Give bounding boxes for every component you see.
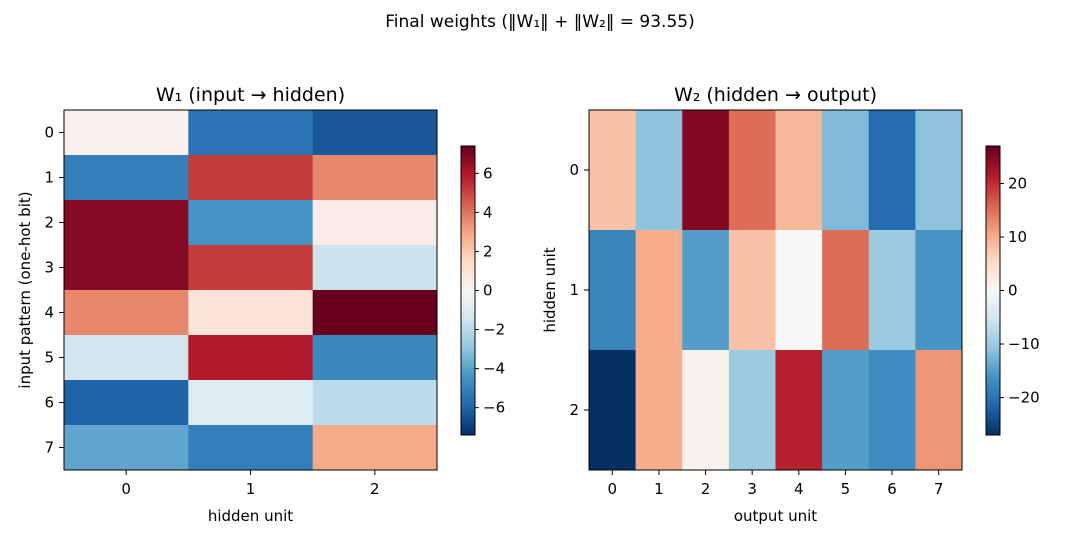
heatmap-cell-r2-c4 bbox=[775, 350, 823, 471]
colorbar-tick-label: 0 bbox=[483, 282, 493, 300]
heatmap-cell-r4-c1 bbox=[188, 290, 314, 336]
heatmap-cell-r1-c0 bbox=[589, 230, 637, 351]
heatmap-cell-r5-c2 bbox=[312, 335, 438, 381]
x-tick-label: 3 bbox=[747, 480, 757, 498]
w2-heatmap-panel: 0 1 2 3 4 5 6 7 0 1 2 W₂ (hidden → output) output un… bbox=[541, 84, 1040, 525]
heatmap-cell-r2-c6 bbox=[868, 350, 916, 471]
y-tick-label: 0 bbox=[44, 124, 54, 142]
x-axis-label: hidden unit bbox=[208, 507, 293, 525]
heatmap-cell-r0-c2 bbox=[312, 110, 438, 156]
heatmap-cell-r3-c0 bbox=[64, 245, 189, 291]
y-tick-label: 1 bbox=[44, 169, 54, 187]
x-tick-label: 2 bbox=[370, 480, 380, 498]
x-tick-label: 1 bbox=[654, 480, 664, 498]
heatmap-cell-r1-c2 bbox=[682, 230, 730, 351]
heatmap-cell-r1-c7 bbox=[915, 230, 963, 351]
heatmap-cell-r0-c0 bbox=[589, 110, 637, 231]
heatmap-cell-r2-c1 bbox=[635, 350, 683, 471]
heatmap-cell-r4-c2 bbox=[312, 290, 438, 336]
colorbar-tick-label: 4 bbox=[483, 203, 493, 221]
colorbar-tick-label: 20 bbox=[1008, 174, 1027, 192]
heatmap-cell-r2-c3 bbox=[728, 350, 776, 471]
heatmap-cell-r7-c1 bbox=[188, 425, 314, 471]
heatmap-cell-r0-c0 bbox=[64, 110, 189, 156]
y-tick-label: 0 bbox=[569, 161, 579, 179]
colorbar-tick-label: −2 bbox=[483, 321, 505, 339]
heatmap-cell-r6-c0 bbox=[64, 380, 189, 426]
x-tick-label: 0 bbox=[121, 480, 131, 498]
heatmap-cell-r2-c2 bbox=[312, 200, 438, 246]
heatmap-cell-r2-c2 bbox=[682, 350, 730, 471]
y-tick-label: 1 bbox=[569, 281, 579, 299]
y-tick-label: 5 bbox=[44, 349, 54, 367]
y-tick-label: 2 bbox=[44, 214, 54, 232]
heatmap-cell-r6-c2 bbox=[312, 380, 438, 426]
panel-title: W₂ (hidden → output) bbox=[674, 84, 877, 106]
y-tick-label: 4 bbox=[44, 304, 54, 322]
heatmap-cell-r7-c2 bbox=[312, 425, 438, 471]
y-axis-label: input pattern (one-hot bit) bbox=[16, 191, 34, 388]
heatmap-cell-r7-c0 bbox=[64, 425, 189, 471]
heatmap-cell-r0-c4 bbox=[775, 110, 823, 231]
colorbar-tick-label: −4 bbox=[483, 360, 505, 378]
heatmap-cell-r1-c2 bbox=[312, 155, 438, 201]
heatmap-cell-r2-c1 bbox=[188, 200, 314, 246]
colorbar-tick-label: 2 bbox=[483, 242, 493, 260]
x-tick-label: 2 bbox=[701, 480, 711, 498]
colorbar-tick-label: 10 bbox=[1008, 228, 1027, 246]
y-tick-label: 6 bbox=[44, 394, 54, 412]
y-axis-label: hidden unit bbox=[541, 247, 559, 332]
heatmap-cell-r0-c6 bbox=[868, 110, 916, 231]
y-tick-label: 3 bbox=[44, 259, 54, 277]
heatmap-cell-r3-c1 bbox=[188, 245, 314, 291]
heatmap-cell-r5-c1 bbox=[188, 335, 314, 381]
heatmap-cell-r1-c5 bbox=[822, 230, 870, 351]
heatmap-cell-r0-c3 bbox=[728, 110, 776, 231]
x-tick-label: 6 bbox=[887, 480, 897, 498]
heatmap-cell-r1-c6 bbox=[868, 230, 916, 351]
colorbar-tick-label: −6 bbox=[483, 399, 505, 417]
colorbar bbox=[986, 146, 1000, 435]
heatmap-cell-r4-c0 bbox=[64, 290, 189, 336]
figure-suptitle: Final weights (‖W₁‖ + ‖W₂‖ = 93.55) bbox=[385, 12, 694, 32]
heatmap-cell-r1-c1 bbox=[188, 155, 314, 201]
heatmap-cell-r0-c1 bbox=[635, 110, 683, 231]
w1-heatmap-panel: 0 1 2 0 1 2 3 4 5 6 7 W₁ (input → hidden) hidden uni… bbox=[16, 84, 505, 525]
heatmap-cell-r1-c4 bbox=[775, 230, 823, 351]
colorbar-tick-label: 0 bbox=[1008, 282, 1018, 300]
x-tick-label: 0 bbox=[608, 480, 618, 498]
heatmap-cell-r3-c2 bbox=[312, 245, 438, 291]
colorbar-tick-label: −20 bbox=[1008, 389, 1040, 407]
heatmap-cell-r5-c0 bbox=[64, 335, 189, 381]
y-tick-label: 7 bbox=[44, 439, 54, 457]
heatmap-cell-r2-c7 bbox=[915, 350, 963, 471]
y-tick-label: 2 bbox=[569, 401, 579, 419]
heatmap-cell-r2-c0 bbox=[589, 350, 637, 471]
panel-title: W₁ (input → hidden) bbox=[156, 84, 345, 106]
heatmap-cell-r1-c1 bbox=[635, 230, 683, 351]
heatmap-cell-r6-c1 bbox=[188, 380, 314, 426]
x-tick-label: 4 bbox=[794, 480, 804, 498]
colorbar-tick-label: 6 bbox=[483, 164, 493, 182]
heatmap-cell-r0-c1 bbox=[188, 110, 314, 156]
x-tick-label: 1 bbox=[246, 480, 256, 498]
x-tick-label: 7 bbox=[934, 480, 944, 498]
x-axis-label: output unit bbox=[734, 507, 817, 525]
heatmap-cell-r1-c3 bbox=[728, 230, 776, 351]
heatmap-cell-r2-c5 bbox=[822, 350, 870, 471]
heatmap-cell-r2-c0 bbox=[64, 200, 189, 246]
colorbar bbox=[461, 146, 475, 435]
x-tick-label: 5 bbox=[841, 480, 851, 498]
heatmap-cell-r0-c5 bbox=[822, 110, 870, 231]
heatmap-cell-r1-c0 bbox=[64, 155, 189, 201]
colorbar-tick-label: −10 bbox=[1008, 335, 1040, 353]
heatmap-cell-r0-c2 bbox=[682, 110, 730, 231]
heatmap-cell-r0-c7 bbox=[915, 110, 963, 231]
